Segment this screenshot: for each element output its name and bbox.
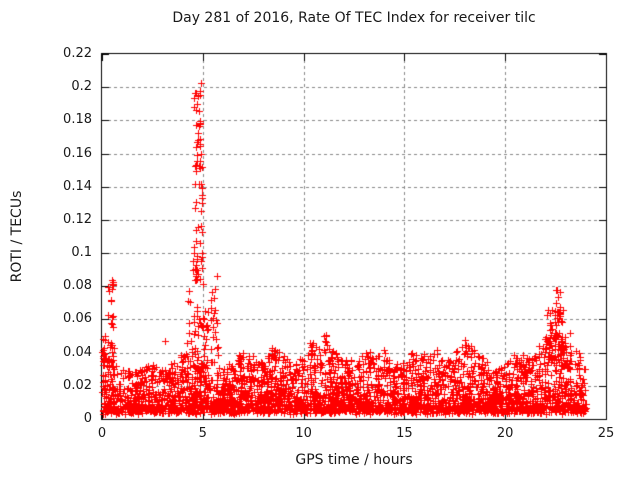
y-tick-label: 0.04	[63, 344, 92, 360]
y-tick-label: 0.22	[63, 46, 92, 61]
y-tick-label: 0	[83, 411, 92, 426]
x-tick-label: 5	[198, 426, 207, 441]
y-tick-label: 0.08	[63, 278, 92, 294]
y-tick-label: 0.1	[71, 245, 92, 261]
y-tick-label: 0.12	[63, 211, 92, 227]
y-tick-label: 0.16	[63, 145, 92, 161]
x-tick-label: 20	[496, 426, 514, 441]
x-tick-label: 0	[97, 426, 107, 441]
x-tick-label: 10	[295, 426, 312, 441]
x-tick-label: 15	[396, 426, 413, 441]
y-tick-label: 0.02	[63, 377, 92, 393]
y-tick-label: 0.14	[63, 178, 92, 194]
y-tick-label: 0.2	[71, 79, 92, 95]
y-tick-label: 0.06	[63, 311, 92, 327]
y-tick-label: 0.18	[63, 112, 92, 128]
x-tick-label: 25	[597, 426, 615, 441]
